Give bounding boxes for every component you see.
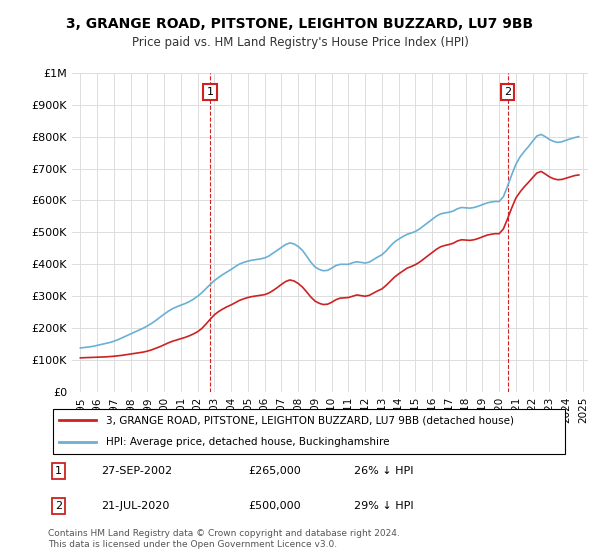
- Text: 3, GRANGE ROAD, PITSTONE, LEIGHTON BUZZARD, LU7 9BB: 3, GRANGE ROAD, PITSTONE, LEIGHTON BUZZA…: [67, 17, 533, 31]
- Text: £265,000: £265,000: [248, 466, 301, 476]
- Text: 2: 2: [504, 87, 511, 97]
- FancyBboxPatch shape: [53, 409, 565, 454]
- Text: 29% ↓ HPI: 29% ↓ HPI: [354, 501, 414, 511]
- Text: 1: 1: [207, 87, 214, 97]
- Text: HPI: Average price, detached house, Buckinghamshire: HPI: Average price, detached house, Buck…: [106, 437, 389, 447]
- Text: Contains HM Land Registry data © Crown copyright and database right 2024.
This d: Contains HM Land Registry data © Crown c…: [48, 529, 400, 549]
- Text: 21-JUL-2020: 21-JUL-2020: [101, 501, 169, 511]
- Text: 1: 1: [55, 466, 62, 476]
- Text: 3, GRANGE ROAD, PITSTONE, LEIGHTON BUZZARD, LU7 9BB (detached house): 3, GRANGE ROAD, PITSTONE, LEIGHTON BUZZA…: [106, 415, 514, 425]
- Text: 27-SEP-2002: 27-SEP-2002: [101, 466, 172, 476]
- Text: Price paid vs. HM Land Registry's House Price Index (HPI): Price paid vs. HM Land Registry's House …: [131, 36, 469, 49]
- Text: £500,000: £500,000: [248, 501, 301, 511]
- Text: 2: 2: [55, 501, 62, 511]
- Text: 26% ↓ HPI: 26% ↓ HPI: [354, 466, 414, 476]
